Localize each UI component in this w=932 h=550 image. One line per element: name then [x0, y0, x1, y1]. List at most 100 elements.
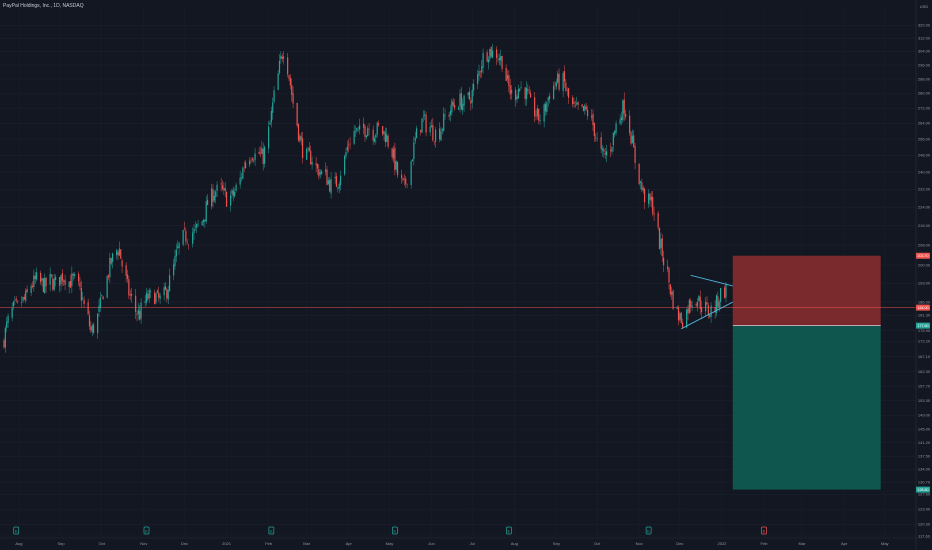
candle-body	[282, 56, 285, 59]
candle-body	[375, 134, 377, 138]
candle-body	[221, 185, 224, 189]
candle-body	[610, 149, 612, 151]
candle-body	[205, 201, 207, 222]
candle-body	[339, 175, 342, 186]
candle-body	[677, 307, 680, 321]
candle-body	[402, 177, 404, 180]
candle-body	[30, 285, 32, 293]
candle-body	[524, 87, 526, 100]
candle-body	[471, 89, 473, 103]
candle-body	[448, 114, 450, 117]
candle-body	[50, 274, 53, 277]
candle-body	[25, 290, 27, 301]
y-tick-label: 208.00	[918, 242, 931, 247]
candle-body	[193, 228, 195, 234]
candle-body	[215, 191, 217, 197]
candle-body	[364, 126, 366, 137]
candle-body	[509, 85, 511, 95]
candle-body	[78, 273, 80, 282]
candle-body	[641, 182, 643, 190]
candle-body	[121, 260, 123, 267]
candle-body	[335, 176, 338, 187]
candle-body	[235, 184, 237, 191]
candle-body	[715, 295, 718, 313]
candle-body	[576, 103, 578, 105]
candle-body	[395, 161, 397, 170]
stop-price-tag: 203.70	[916, 252, 930, 259]
candle-body	[639, 181, 642, 183]
candle-body	[546, 102, 548, 113]
candle-body	[429, 126, 431, 133]
candle-body	[320, 170, 323, 174]
candle-body	[501, 55, 503, 69]
candle-body	[116, 250, 118, 256]
candle-body	[687, 308, 689, 314]
candle-body	[230, 195, 232, 206]
candle-body	[661, 238, 663, 257]
candle-body	[4, 327, 6, 348]
candle-body	[700, 307, 703, 313]
candle-body	[23, 296, 25, 300]
candle-body	[612, 132, 614, 146]
y-tick-label: 288.00	[918, 76, 931, 81]
candle-body	[718, 301, 720, 308]
candle-body	[168, 275, 171, 292]
candle-body	[482, 53, 484, 68]
candle-body	[706, 302, 708, 305]
candle-body	[12, 301, 15, 307]
time-axis[interactable]: Aug Sep Oct Nov Dec 2021 Feb Mar Apr May Jun Jul Aug…	[0, 537, 932, 546]
candle-body	[595, 137, 597, 138]
candle-body	[175, 249, 177, 257]
candle-body	[182, 230, 184, 245]
candle-body	[600, 137, 602, 149]
y-tick-label: 200.00	[918, 262, 931, 267]
y-tick-label: 130.70	[918, 479, 931, 484]
candle-body	[387, 136, 389, 147]
earnings-marker-box	[392, 526, 398, 535]
candle-body	[538, 108, 540, 121]
candle-body	[107, 275, 110, 278]
x-tick-label: Jul	[470, 541, 475, 546]
candle-body	[486, 52, 488, 62]
candle-body	[657, 213, 659, 228]
candle-body	[136, 313, 138, 315]
candle-body	[325, 169, 327, 172]
candle-body	[154, 292, 156, 305]
candle-body	[156, 290, 158, 293]
candle-body	[135, 295, 137, 313]
candle-body	[440, 131, 442, 141]
position-tool[interactable]	[732, 255, 881, 490]
candle-body	[280, 55, 282, 60]
candle-body	[498, 58, 500, 61]
x-tick-label: Nov	[636, 541, 643, 546]
y-tick-label: 280.00	[918, 91, 931, 96]
x-tick-label: Sep	[553, 541, 561, 546]
y-tick-label: 181.30	[918, 312, 931, 317]
price-axis[interactable]: 117.60 120.30 123.90 127.60 130.70 134.00 137.…	[915, 0, 931, 550]
candle-body	[529, 93, 532, 98]
candle-body	[500, 56, 502, 61]
candle-body	[33, 275, 35, 288]
candle-body	[401, 174, 403, 179]
x-tick-label: Aug	[511, 541, 518, 546]
candle-body	[648, 193, 650, 204]
candle-body	[220, 183, 222, 185]
y-tick-label: 120.30	[918, 522, 931, 527]
triangle-pattern[interactable]	[681, 274, 733, 330]
candle-body	[547, 97, 549, 102]
candle-body	[243, 167, 245, 168]
candle-body	[662, 257, 665, 266]
y-tick-label: 193.00	[918, 281, 931, 286]
earnings-marker: E	[506, 526, 512, 535]
candle-body	[562, 73, 564, 91]
stop-loss-zone	[732, 255, 881, 326]
earnings-marker-label: E	[145, 528, 148, 533]
candle-body	[69, 281, 72, 288]
candle-body	[421, 118, 423, 133]
candle-body	[622, 100, 624, 121]
candle-body	[7, 315, 9, 323]
candle-body	[591, 115, 593, 118]
candle-body	[528, 92, 530, 93]
